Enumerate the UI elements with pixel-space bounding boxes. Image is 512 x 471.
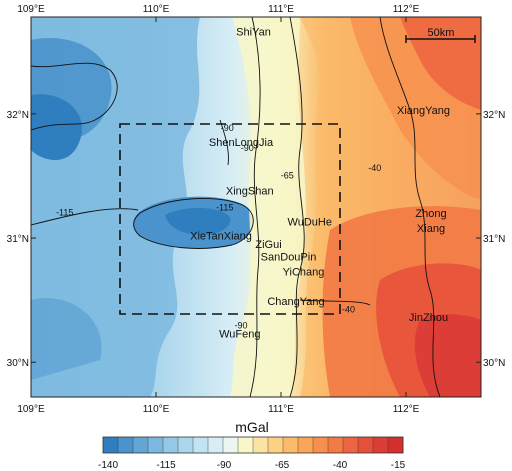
lon-label-top: 112°E: [393, 4, 420, 15]
study-area-box: [119, 123, 341, 315]
colorbar-swatch: [118, 437, 134, 453]
place-label: XieTanXiang: [190, 230, 252, 242]
colorbar-swatch: [253, 437, 269, 453]
colorbar-swatch: [268, 437, 284, 453]
contour-labels-group: -90 -90 -65 -40 -115 -115 -40 -90: [56, 123, 381, 330]
place-label: ShenLongJia: [209, 137, 274, 149]
colorbar-title: mGal: [235, 419, 268, 435]
colorbar-swatch: [178, 437, 194, 453]
colorbar-tick-label: -140: [98, 460, 118, 471]
colorbar-swatch: [343, 437, 359, 453]
contour-value-label: -40: [342, 305, 355, 315]
contour-value-label: -90: [221, 123, 234, 133]
colorbar-swatch: [193, 437, 209, 453]
colorbar-tick-label: -65: [275, 460, 290, 471]
lon-label-top: 110°E: [143, 4, 170, 15]
colorbar-tick-label: -115: [156, 460, 176, 471]
place-labels: ShiYan XiangYang ShenLongJia XingShan WuDuHe…: [190, 27, 450, 341]
colorbar-tick-label: -15: [391, 460, 406, 471]
colorbar-tick-labels: -140 -115 -90 -65 -40 -15: [98, 460, 406, 471]
colorbar-swatch: [298, 437, 314, 453]
gravity-field: [31, 17, 481, 397]
place-label: ZiGui: [255, 239, 281, 251]
place-label: YiChang: [283, 266, 325, 278]
place-label: JinZhou: [409, 312, 448, 324]
colorbar-swatch: [373, 437, 389, 453]
contour-value-label: -90: [241, 143, 254, 153]
lat-label-left: 31°N: [7, 234, 29, 245]
colorbar-tick-label: -40: [333, 460, 348, 471]
lat-label-left: 32°N: [7, 110, 29, 121]
place-label: WuFeng: [219, 328, 260, 340]
colorbar-tick-label: -90: [217, 460, 232, 471]
place-label: Xiang: [417, 223, 445, 235]
colorbar-swatch: [388, 437, 404, 453]
contour-value-label: -40: [368, 163, 381, 173]
contour-value-label: -115: [56, 208, 73, 218]
colorbar-swatch: [103, 437, 119, 453]
colorbar: [102, 436, 404, 454]
contour-value-label: -115: [216, 203, 233, 213]
colorbar-swatch: [163, 437, 179, 453]
lon-label-bottom: 111°E: [268, 404, 294, 415]
tick-marks: [30, 17, 481, 397]
colorbar-swatch: [328, 437, 344, 453]
place-label: ShiYan: [236, 27, 271, 39]
place-label: XiangYang: [397, 105, 450, 117]
colorbar-swatch: [283, 437, 299, 453]
contour-lines: [31, 17, 441, 397]
place-label: Zhong: [415, 208, 446, 220]
axis-labels: 109°E 109°E 110°E 110°E 111°E 111°E 112°E 112°E…: [7, 4, 506, 415]
place-label: XingShan: [226, 186, 274, 198]
contour-value-label: -65: [281, 170, 294, 180]
colorbar-swatch: [148, 437, 164, 453]
lat-label-right: 31°N: [483, 234, 505, 245]
colorbar-swatch: [133, 437, 149, 453]
svg-text:50km: 50km: [428, 27, 455, 39]
colorbar-swatch: [208, 437, 224, 453]
lat-label-left: 30°N: [7, 358, 29, 369]
colorbar-swatch: [238, 437, 254, 453]
lon-label-top: 109°E: [17, 4, 45, 15]
place-label: WuDuHe: [288, 217, 332, 229]
map-frame: [30, 16, 482, 398]
place-label: SanDouPin: [261, 251, 317, 263]
lon-label-bottom: 110°E: [143, 404, 170, 415]
lon-label-bottom: 109°E: [17, 404, 45, 415]
lon-label-top: 111°E: [268, 4, 294, 15]
lat-label-right: 32°N: [483, 110, 505, 121]
place-label: ChangYang: [267, 296, 324, 308]
colorbar-swatch: [358, 437, 374, 453]
lon-label-bottom: 112°E: [393, 404, 420, 415]
lat-label-right: 30°N: [483, 358, 505, 369]
colorbar-swatch: [313, 437, 329, 453]
contour-value-label: -90: [234, 321, 247, 331]
colorbar-swatch: [223, 437, 239, 453]
scale-bar: 50km: [405, 27, 476, 43]
